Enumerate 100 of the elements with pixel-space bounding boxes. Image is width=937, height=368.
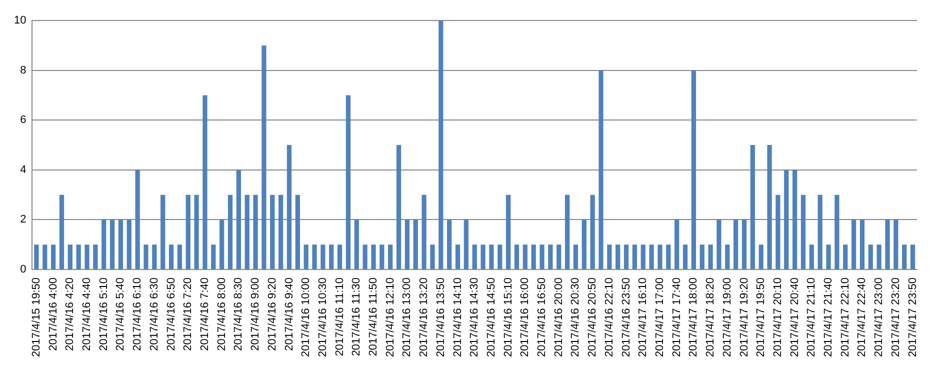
y-tick-label: 2 (20, 214, 26, 226)
bar (531, 244, 536, 269)
bar (658, 244, 662, 269)
bar (498, 244, 502, 269)
bar (380, 244, 384, 269)
x-tick-label: 2017/4/15 19:50 (30, 277, 42, 358)
bar (674, 220, 680, 269)
bar (253, 194, 258, 269)
bar (818, 194, 822, 269)
x-tick-label: 2017/4/17 17:40 (670, 277, 683, 358)
bar (202, 95, 208, 269)
bar (742, 220, 747, 269)
bar (472, 244, 477, 269)
bar (894, 220, 898, 269)
bar (725, 244, 730, 269)
x-tick-label: 2017/4/16 13:20 (418, 277, 430, 358)
bar (800, 194, 806, 269)
bar (59, 194, 64, 269)
x-tick-label: 2017/4/16 11:50 (368, 277, 380, 356)
bar (860, 220, 865, 269)
bar (750, 145, 755, 269)
bar (404, 220, 410, 269)
x-tick-label: 2017/4/17 21:40 (822, 277, 835, 358)
bar (649, 244, 654, 269)
x-tick-label: 2017/4/17 17:00 (654, 277, 666, 358)
bar (160, 194, 166, 269)
x-tick-label: 2017/4/17 21:10 (806, 277, 818, 358)
bar (834, 194, 840, 269)
bar (876, 244, 882, 269)
x-tick-label: 2017/4/17 20:40 (788, 277, 801, 358)
bar (228, 194, 233, 269)
x-tick-label: 2017/4/17 19:00 (721, 277, 734, 358)
bar (691, 70, 696, 269)
bar (556, 244, 562, 269)
x-tick-label: 2017/4/17 22:10 (839, 277, 852, 358)
bar (144, 244, 148, 269)
bar (708, 244, 713, 269)
bar (286, 145, 292, 269)
x-tick-label: 2017/4/16 4:20 (64, 277, 76, 351)
bar (607, 244, 612, 269)
bar (42, 244, 48, 269)
bar (93, 244, 98, 269)
bar (733, 220, 738, 269)
x-tick-label: 2017/4/16 6:50 (165, 277, 178, 351)
bar (413, 220, 418, 269)
bar (396, 145, 402, 269)
bar (455, 244, 460, 269)
bar (438, 20, 444, 269)
x-tick-label: 2017/4/16 23:50 (620, 277, 632, 358)
x-tick-label: 2017/4/16 13:00 (401, 277, 414, 358)
bar (666, 244, 671, 269)
bar (152, 244, 157, 269)
x-tick-label: 2017/4/16 4:00 (47, 277, 60, 351)
bar (118, 220, 124, 269)
x-tick-label: 2017/4/16 14:30 (468, 277, 481, 358)
bar (910, 244, 916, 269)
bar (885, 220, 890, 269)
bar (430, 244, 435, 269)
bar (792, 170, 798, 269)
x-tick-label: 2017/4/16 10:00 (300, 277, 312, 358)
bar (68, 244, 72, 269)
bar (220, 220, 224, 269)
x-tick-label: 2017/4/16 13:50 (434, 277, 447, 358)
bar (186, 194, 190, 269)
bar (110, 220, 115, 269)
bar (582, 220, 586, 269)
bar (868, 244, 873, 269)
x-tick-label: 2017/4/16 8:00 (216, 277, 228, 351)
x-tick-label: 2017/4/17 19:50 (755, 277, 768, 358)
bar (346, 95, 351, 269)
bar (480, 244, 486, 269)
bar (489, 244, 494, 269)
x-tick-label: 2017/4/16 11:10 (334, 277, 346, 356)
x-tick-label: 2017/4/16 22:10 (603, 277, 616, 358)
bar (616, 244, 620, 269)
bar (270, 194, 275, 269)
bar (902, 244, 907, 269)
bar (304, 244, 308, 269)
bar (851, 220, 856, 269)
bar (632, 244, 638, 269)
bar (506, 194, 511, 269)
bar (522, 244, 528, 269)
bar (126, 220, 132, 269)
bar (362, 244, 368, 269)
bar (624, 244, 629, 269)
bar (84, 244, 90, 269)
x-tick-label: 2017/4/16 20:30 (570, 277, 582, 358)
bar (776, 194, 780, 269)
x-tick-label: 2017/4/16 6:30 (148, 277, 160, 351)
bar (540, 244, 544, 269)
bar (514, 244, 520, 269)
x-tick-label: 2017/4/16 15:10 (502, 277, 514, 358)
bar (843, 244, 848, 269)
y-tick-label: 0 (20, 264, 26, 276)
x-tick-label: 2017/4/17 22:40 (856, 277, 868, 358)
bar (102, 220, 106, 269)
bar (354, 220, 359, 269)
bar (329, 244, 334, 269)
bar (464, 220, 468, 269)
bar (573, 244, 578, 269)
